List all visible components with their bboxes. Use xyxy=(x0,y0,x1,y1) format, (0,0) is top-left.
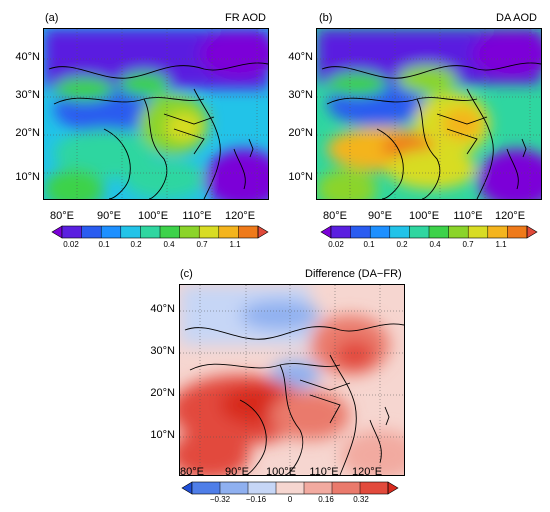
lat-label: 10°N xyxy=(15,171,40,183)
lon-label: 90°E xyxy=(97,210,121,222)
lon-label: 120°E xyxy=(351,466,383,478)
colorbar-bin xyxy=(350,226,371,238)
colorbar xyxy=(181,481,399,495)
colorbar-cap-low xyxy=(181,481,193,495)
colorbar-bin xyxy=(62,226,82,238)
colorbar-bin xyxy=(81,226,102,238)
colorbar-tick-label: 0.1 xyxy=(98,240,110,249)
colorbar xyxy=(320,225,538,239)
panel-tag: (a) xyxy=(45,12,59,24)
lon-label: 100°E xyxy=(408,210,440,222)
colorbar-tick-label: −0.16 xyxy=(245,495,267,504)
colorbar-bin xyxy=(360,482,389,494)
colorbar-tick-label: 0 xyxy=(287,495,293,504)
colorbar-bin xyxy=(332,482,361,494)
colorbar-tick-label: 0.7 xyxy=(196,240,208,249)
lat-label: 10°N xyxy=(288,171,313,183)
colorbar-tick-label: 1.1 xyxy=(495,240,507,249)
colorbar-bin xyxy=(468,226,489,238)
colorbar-bin xyxy=(370,226,391,238)
colorbar-tick-label: 0.16 xyxy=(318,495,334,504)
colorbar-cap-high xyxy=(387,481,399,495)
colorbar-tick-label: 0.2 xyxy=(396,240,408,249)
fr-aod-field xyxy=(44,29,268,199)
colorbar-bin xyxy=(160,226,180,238)
lon-label: 110°E xyxy=(182,210,212,222)
lat-label: 30°N xyxy=(15,89,40,101)
panel-difference: (c) Difference (DA−FR) xyxy=(137,262,412,512)
colorbar-bin xyxy=(220,482,249,494)
lat-label: 20°N xyxy=(15,127,40,139)
colorbar-tick-label: 0.7 xyxy=(462,240,474,249)
colorbar-bin xyxy=(192,482,221,494)
colorbar-bin xyxy=(179,226,200,238)
lon-label: 90°E xyxy=(368,210,392,222)
da-aod-field xyxy=(317,29,541,199)
lat-label: 40°N xyxy=(150,303,175,315)
colorbar-bin xyxy=(140,226,161,238)
lon-label: 100°E xyxy=(137,210,169,222)
panel-tag: (c) xyxy=(180,268,193,280)
colorbar-bin xyxy=(238,226,259,238)
colorbar-bin xyxy=(448,226,469,238)
panel-title: DA AOD xyxy=(496,12,537,24)
colorbar-cap-low xyxy=(51,225,63,239)
colorbar-bin xyxy=(101,226,122,238)
colorbar-bin xyxy=(248,482,277,494)
colorbar-cap-high xyxy=(526,225,538,239)
colorbar-outline xyxy=(191,481,389,495)
lat-label: 30°N xyxy=(150,345,175,357)
panel-title: FR AOD xyxy=(225,12,266,24)
colorbar-bin xyxy=(218,226,239,238)
colorbar-bin xyxy=(409,226,430,238)
colorbar-tick-label: 1.1 xyxy=(229,240,241,249)
colorbar-cap-high xyxy=(257,225,269,239)
panel-da-aod: (b) DA AOD xyxy=(275,0,550,250)
panel-tag: (b) xyxy=(319,12,333,24)
difference-field xyxy=(180,285,404,475)
colorbar-tick-label: 0.32 xyxy=(353,495,369,504)
colorbar-bin xyxy=(120,226,141,238)
lon-label: 90°E xyxy=(225,466,249,478)
colorbar-bin xyxy=(304,482,333,494)
lat-label: 10°N xyxy=(150,429,175,441)
lat-label: 40°N xyxy=(288,51,313,63)
colorbar-bin xyxy=(389,226,410,238)
lon-label: 80°E xyxy=(180,466,204,478)
colorbar-bin xyxy=(507,226,528,238)
colorbar-cap-low xyxy=(320,225,332,239)
lon-label: 80°E xyxy=(50,210,74,222)
difference-map xyxy=(179,284,405,476)
colorbar-bin xyxy=(276,482,305,494)
colorbar-bin xyxy=(487,226,508,238)
lon-label: 100°E xyxy=(265,466,297,478)
lat-label: 30°N xyxy=(288,89,313,101)
colorbar xyxy=(51,225,269,239)
lat-label: 20°N xyxy=(288,127,313,139)
colorbar-tick-label: 0.4 xyxy=(163,240,175,249)
lon-label: 80°E xyxy=(323,210,347,222)
lat-label: 40°N xyxy=(15,51,40,63)
aod-map xyxy=(43,28,269,200)
colorbar-bin xyxy=(331,226,351,238)
colorbar-bin xyxy=(429,226,449,238)
panel-fr-aod: (a) FR AOD xyxy=(0,0,275,250)
colorbar-tick-label: 0.4 xyxy=(429,240,441,249)
colorbar-tick-label: 0.02 xyxy=(63,240,79,249)
lon-label: 110°E xyxy=(309,466,339,478)
colorbar-tick-label: 0.2 xyxy=(130,240,142,249)
colorbar-tick-label: 0.02 xyxy=(328,240,344,249)
panel-title: Difference (DA−FR) xyxy=(305,268,402,280)
colorbar-tick-label: −0.32 xyxy=(209,495,231,504)
lat-label: 20°N xyxy=(150,387,175,399)
colorbar-tick-label: 0.1 xyxy=(363,240,375,249)
lon-label: 110°E xyxy=(453,210,483,222)
aod-map xyxy=(316,28,542,200)
lon-label: 120°E xyxy=(494,210,526,222)
colorbar-bin xyxy=(199,226,220,238)
lon-label: 120°E xyxy=(224,210,256,222)
